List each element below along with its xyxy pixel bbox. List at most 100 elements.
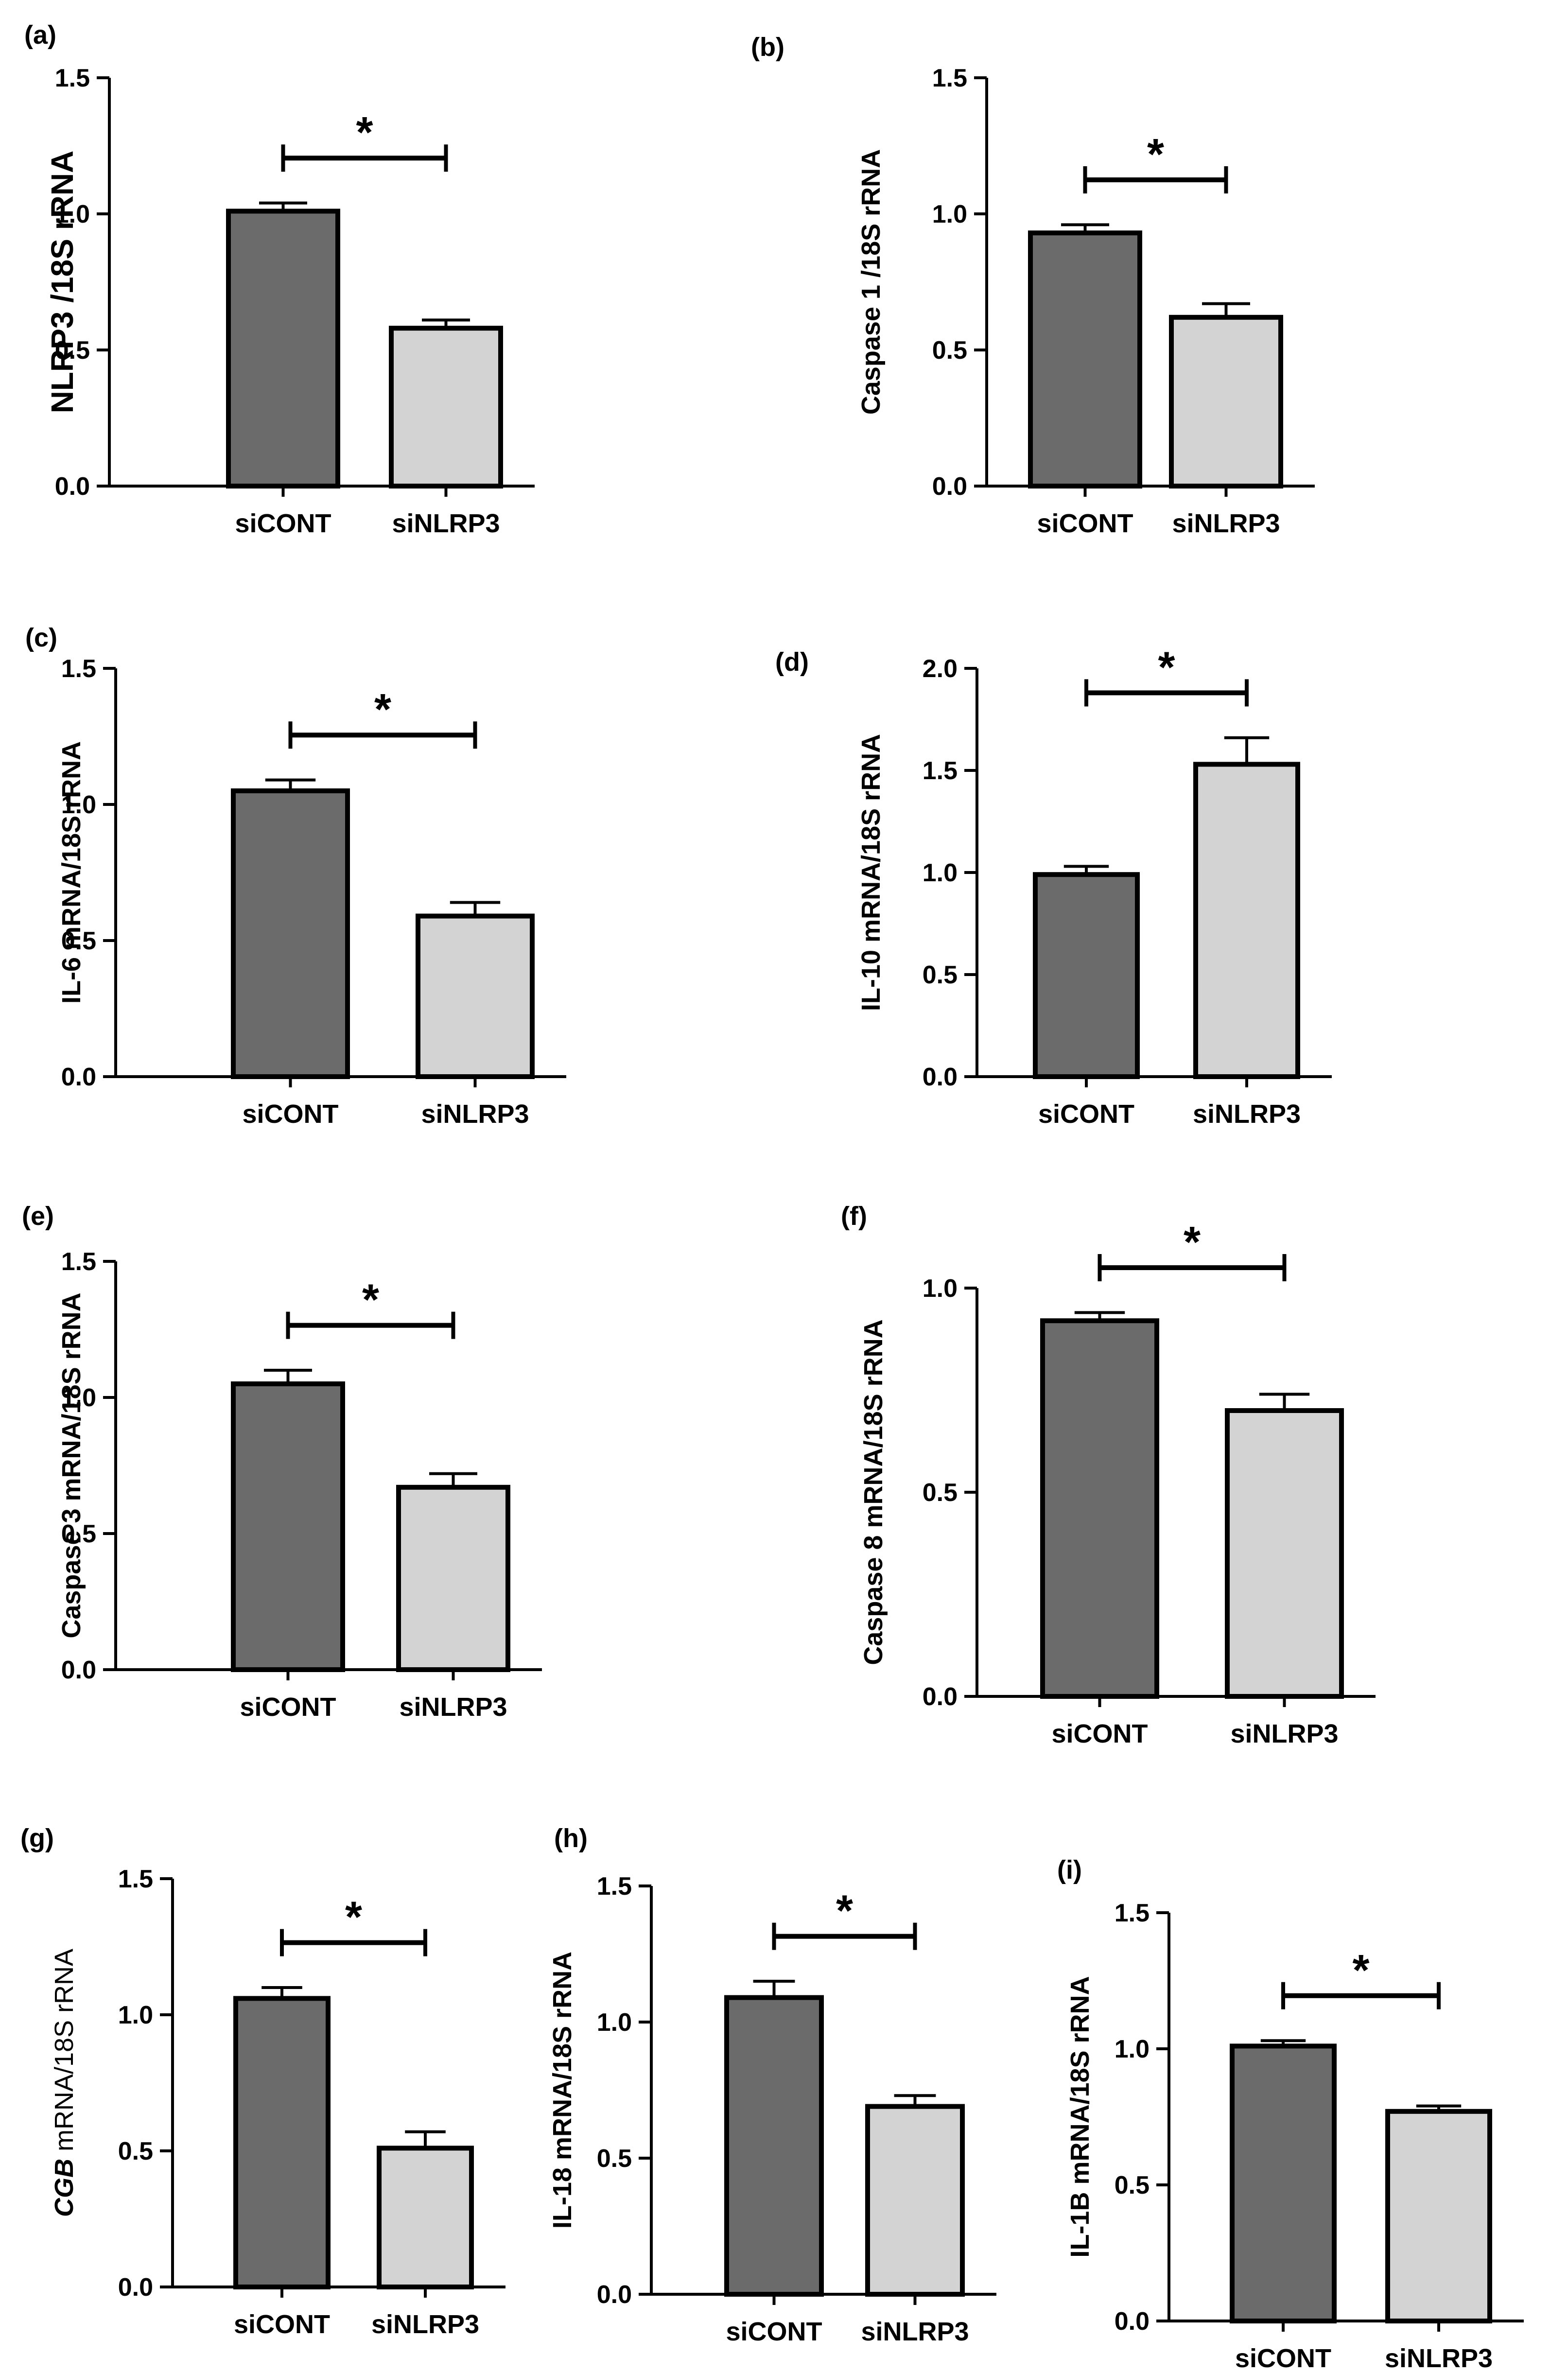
y-axis-label: Caspase 3 mRNA/18S rRNA [57, 1292, 86, 1638]
bar-sinlrp3 [377, 2146, 474, 2289]
y-tick-label: 0.0 [923, 1683, 958, 1711]
x-category-label: siNLRP3 [1172, 509, 1280, 538]
x-category-label: siCONT [234, 2310, 330, 2339]
significance-star: * [356, 108, 373, 157]
panel-b: (b) 0.0 0.5 1.0 1.5 siCONT siNLRP3 * Caspase 1 /… [751, 33, 1315, 538]
panel-label: (i) [1057, 1855, 1082, 1884]
bar-sinlrp3 [1169, 314, 1283, 489]
y-axis-label: Caspase 1 /18S rRNA [856, 149, 886, 415]
bar-sicont [1033, 872, 1140, 1079]
y-axis-label: IL-18 mRNA/18S rRNA [548, 1952, 577, 2229]
x-category-label: siNLRP3 [421, 1099, 529, 1129]
x-category-label: siNLRP3 [1385, 2344, 1493, 2373]
y-tick-label: 2.0 [923, 655, 958, 683]
y-tick-label: 0.0 [1115, 2307, 1150, 2336]
bar-sicont [226, 209, 340, 489]
panel-e: (e) 0.0 0.5 1.0 1.5 siCONT siNLRP3 * Caspase 3 m… [22, 1202, 542, 1722]
y-tick-label: 1.0 [61, 791, 96, 819]
panel-h: (h) 0.0 0.5 1.0 1.5 siCONT siNLRP3 * IL-18 mRNA/… [548, 1824, 996, 2346]
y-tick-label: 1.0 [923, 859, 958, 887]
y-axis-label-gene: CGB [50, 2159, 79, 2217]
bar-sicont [231, 788, 350, 1079]
y-tick-label: 1.5 [923, 757, 958, 785]
y-axis-label: IL-1B mRNA/18S rRNA [1065, 1976, 1095, 2257]
x-category-label: siNLRP3 [371, 2310, 479, 2339]
y-tick-label: 1.5 [61, 655, 96, 683]
panel-c: (c) 0.0 0.5 1.0 1.5 siCONT siNLRP3 * IL-6 mRNA/1… [25, 623, 566, 1129]
x-category-label: siNLRP3 [1230, 1719, 1338, 1748]
significance-star: * [374, 685, 391, 734]
y-tick-label: 0.5 [55, 336, 90, 365]
bar-sicont [1028, 230, 1142, 489]
significance-star: * [362, 1276, 379, 1325]
y-tick-label: 0.5 [61, 1520, 96, 1548]
y-axis-label: Caspase 8 mRNA/18S rRNA [859, 1319, 888, 1665]
y-tick-label: 0.0 [118, 2273, 153, 2302]
bar-sicont [724, 1995, 824, 2297]
x-category-label: siNLRP3 [399, 1693, 507, 1722]
bar-sinlrp3 [865, 2104, 965, 2297]
x-category-label: siNLRP3 [1193, 1099, 1301, 1129]
x-category-label: siCONT [235, 509, 331, 538]
panel-label: (b) [751, 33, 784, 62]
x-category-label: siNLRP3 [392, 509, 500, 538]
y-axis-label-rest: mRNA/18S rRNA [50, 1949, 79, 2159]
y-axis-label: CGB mRNA/18S rRNA [50, 1949, 79, 2217]
y-tick-label: 1.0 [61, 1384, 96, 1412]
y-tick-label: 0.0 [55, 472, 90, 501]
y-tick-label: 0.5 [597, 2145, 632, 2173]
y-tick-label: 0.5 [1115, 2171, 1150, 2199]
y-axis-label: IL-6 mRNA/18S rRNA [57, 741, 86, 1004]
y-tick-label: 1.0 [1115, 2035, 1150, 2063]
significance-star: * [1352, 1946, 1369, 1995]
y-tick-label: 1.0 [932, 200, 967, 228]
y-tick-label: 1.5 [597, 1872, 632, 1901]
bar-sicont [233, 1996, 331, 2289]
y-tick-label: 0.5 [61, 927, 96, 955]
bar-sinlrp3 [1225, 1408, 1344, 1699]
panel-label: (c) [25, 623, 57, 652]
y-tick-label: 0.0 [61, 1063, 96, 1091]
y-tick-label: 1.0 [923, 1274, 958, 1303]
y-axis-label: IL-10 mRNA/18S rRNA [856, 734, 886, 1011]
y-tick-label: 1.5 [55, 64, 90, 92]
panel-label: (a) [24, 20, 56, 50]
x-category-label: siCONT [1037, 509, 1133, 538]
panel-i: (i) 0.0 0.5 1.0 1.5 siCONT siNLRP3 * IL-1B mRNA/… [1057, 1855, 1524, 2373]
x-category-label: siNLRP3 [861, 2317, 969, 2346]
bar-sinlrp3 [416, 913, 535, 1079]
x-category-label: siCONT [726, 2317, 822, 2346]
y-axis-label: NLRP3 /18S rRNA [45, 151, 80, 414]
x-category-label: siCONT [240, 1693, 336, 1722]
significance-star: * [345, 1893, 362, 1942]
x-category-label: siCONT [1038, 1099, 1134, 1129]
panel-label: (d) [775, 647, 809, 677]
y-tick-label: 1.5 [1115, 1899, 1150, 1927]
panel-label: (f) [841, 1202, 867, 1231]
panel-f: (f) 0.0 0.5 1.0 siCONT siNLRP3 * Caspase 8 mRNA… [841, 1202, 1376, 1748]
bar-sicont [231, 1381, 345, 1672]
significance-star: * [1184, 1218, 1201, 1267]
y-tick-label: 0.5 [932, 336, 967, 365]
y-tick-label: 0.5 [923, 1479, 958, 1507]
bar-sinlrp3 [389, 326, 503, 489]
y-tick-label: 0.0 [932, 472, 967, 501]
panel-d: (d) 0.0 0.5 1.0 1.5 2.0 siCONT siNLRP3 * IL-10 mR… [775, 643, 1332, 1129]
significance-star: * [1158, 643, 1175, 692]
y-tick-label: 1.5 [61, 1248, 96, 1276]
x-category-label: siCONT [1235, 2344, 1331, 2373]
y-tick-label: 1.5 [118, 1865, 153, 1893]
significance-star: * [836, 1887, 853, 1936]
x-category-label: siCONT [242, 1099, 338, 1129]
y-tick-label: 0.5 [923, 961, 958, 989]
panel-g: (g) 0.0 0.5 1.0 1.5 siCONT siNLRP3 * CGB mRNA/18… [20, 1824, 505, 2339]
panel-label: (e) [22, 1202, 54, 1231]
y-tick-label: 0.0 [597, 2281, 632, 2309]
bar-sicont [1230, 2043, 1337, 2323]
bar-sinlrp3 [1385, 2109, 1492, 2323]
bar-sinlrp3 [396, 1484, 510, 1673]
significance-star: * [1147, 130, 1164, 179]
y-tick-label: 0.0 [61, 1656, 96, 1684]
y-tick-label: 1.0 [55, 200, 90, 228]
